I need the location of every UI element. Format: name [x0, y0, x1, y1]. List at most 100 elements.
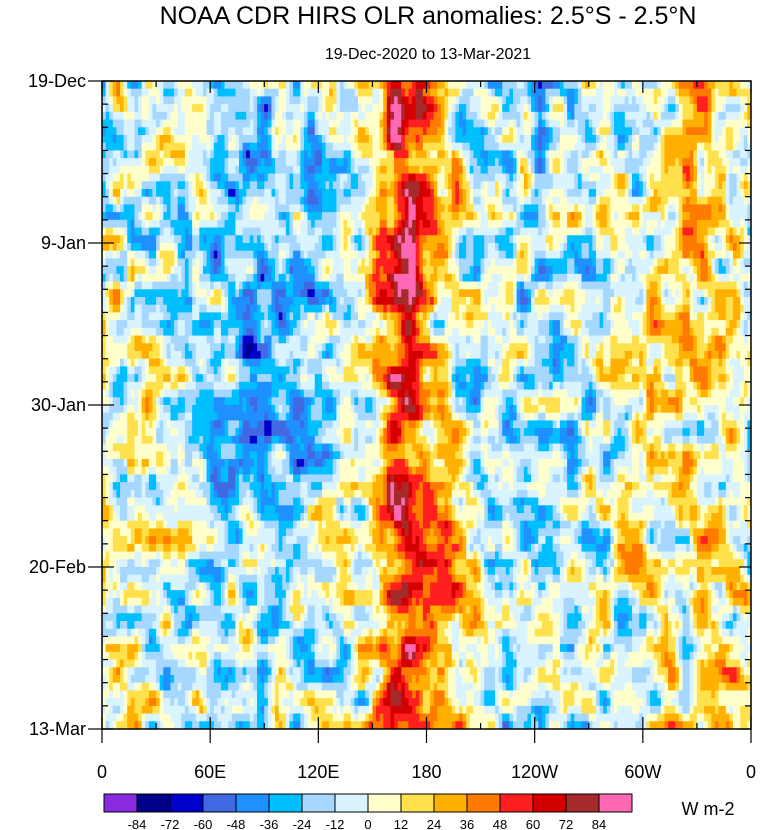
heatmap-cell — [696, 281, 702, 290]
heatmap-cell — [347, 104, 352, 113]
heatmap-cell — [368, 243, 374, 252]
heatmap-cell — [332, 258, 337, 267]
heatmap-cell — [264, 111, 269, 121]
heatmap-cell — [650, 119, 655, 128]
heatmap-cell — [541, 150, 547, 159]
heatmap-cell — [199, 273, 204, 283]
heatmap-cell — [671, 219, 676, 229]
heatmap-cell — [491, 273, 496, 283]
heatmap-cell — [646, 258, 651, 267]
heatmap-cell — [195, 88, 200, 98]
heatmap-cell — [242, 235, 247, 244]
heatmap-cell — [552, 258, 557, 267]
heatmap-cell — [170, 81, 175, 90]
heatmap-cell — [376, 142, 381, 152]
heatmap-cell — [595, 165, 601, 175]
heatmap-cell — [487, 119, 492, 128]
heatmap-cell — [707, 227, 712, 236]
heatmap-cell — [534, 227, 539, 236]
heatmap-cell — [419, 127, 424, 136]
heatmap-cell — [321, 142, 327, 152]
heatmap-cell — [325, 227, 330, 236]
heatmap-cell — [134, 119, 139, 128]
heatmap-cell — [394, 104, 399, 113]
heatmap-cell — [412, 196, 417, 206]
heatmap-cell — [696, 165, 702, 175]
heatmap-cell — [700, 273, 705, 283]
heatmap-cell — [192, 111, 197, 121]
heatmap-cell — [123, 250, 128, 260]
heatmap-cell — [513, 119, 518, 128]
heatmap-cell — [415, 158, 420, 167]
heatmap-cell — [689, 243, 694, 252]
heatmap-cell — [671, 158, 676, 167]
heatmap-cell — [235, 219, 240, 229]
heatmap-cell — [628, 111, 633, 121]
heatmap-cell — [599, 150, 604, 159]
heatmap-cell — [130, 181, 136, 190]
heatmap-cell — [707, 127, 712, 136]
heatmap-cell — [574, 119, 579, 128]
heatmap-cell — [585, 96, 590, 105]
heatmap-cell — [314, 235, 319, 244]
heatmap-cell — [513, 135, 518, 144]
heatmap-cell — [347, 219, 352, 229]
heatmap-cell — [513, 189, 518, 198]
heatmap-cell — [588, 204, 593, 213]
heatmap-cell — [502, 189, 507, 198]
heatmap-cell — [148, 150, 154, 159]
heatmap-cell — [105, 173, 110, 182]
heatmap-cell — [372, 96, 377, 105]
heatmap-cell — [253, 181, 258, 190]
heatmap-cell — [231, 196, 237, 206]
heatmap-cell — [336, 150, 341, 159]
heatmap-cell — [102, 81, 107, 90]
heatmap-cell — [332, 196, 337, 206]
heatmap-cell — [451, 196, 456, 206]
heatmap-cell — [184, 119, 190, 128]
heatmap-cell — [585, 81, 590, 90]
heatmap-cell — [433, 266, 438, 275]
heatmap-cell — [592, 165, 597, 175]
heatmap-cell — [599, 96, 604, 105]
heatmap-cell — [145, 250, 150, 260]
heatmap-cell — [462, 96, 467, 105]
heatmap-cell — [448, 88, 453, 98]
heatmap-cell — [714, 227, 720, 236]
heatmap-cell — [181, 243, 186, 252]
heatmap-cell — [156, 212, 161, 221]
heatmap-cell — [556, 142, 561, 152]
heatmap-cell — [458, 227, 464, 236]
heatmap-cell — [495, 258, 500, 267]
heatmap-cell — [109, 150, 114, 159]
heatmap-cell — [379, 104, 384, 113]
heatmap-cell — [711, 173, 716, 182]
heatmap-cell — [282, 173, 287, 182]
heatmap-cell — [628, 158, 633, 167]
heatmap-cell — [357, 243, 363, 252]
heatmap-cell — [498, 204, 503, 213]
heatmap-cell — [249, 150, 255, 159]
heatmap-cell — [480, 227, 485, 236]
heatmap-cell — [401, 135, 406, 144]
heatmap-cell — [437, 243, 442, 252]
heatmap-cell — [141, 243, 146, 252]
heatmap-cell — [321, 258, 327, 267]
heatmap-cell — [249, 266, 255, 275]
heatmap-cell — [343, 281, 348, 290]
heatmap-cell — [235, 289, 240, 298]
heatmap-cell — [361, 281, 366, 290]
heatmap-cell — [592, 158, 597, 167]
heatmap-cell — [397, 212, 402, 221]
heatmap-cell — [141, 173, 146, 182]
heatmap-cell — [462, 81, 467, 90]
heatmap-cell — [585, 196, 590, 206]
heatmap-cell — [303, 173, 309, 182]
heatmap-cell — [520, 258, 525, 267]
heatmap-cell — [592, 273, 597, 283]
heatmap-cell — [729, 281, 734, 290]
heatmap-cell — [116, 104, 121, 113]
heatmap-cell — [639, 81, 644, 90]
heatmap-cell — [549, 96, 554, 105]
heatmap-cell — [646, 196, 651, 206]
